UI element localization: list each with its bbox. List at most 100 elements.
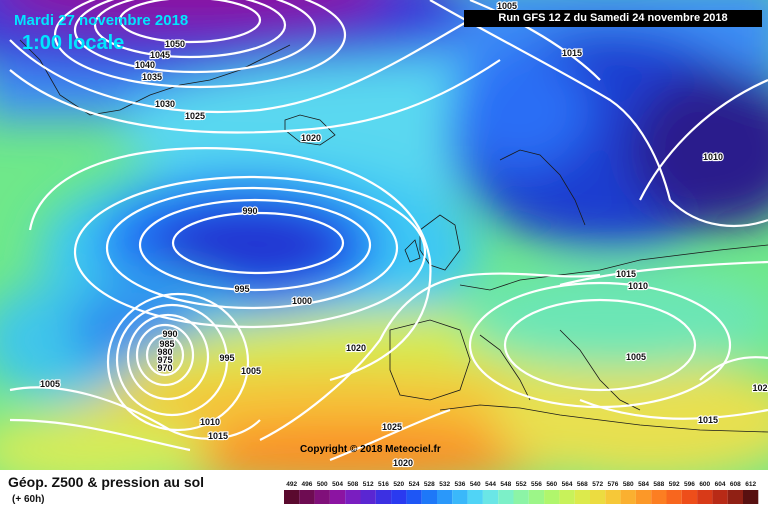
isobar-label: 1030 xyxy=(155,99,175,109)
isobar-label: 1020 xyxy=(346,343,366,353)
legend-tick-label: 516 xyxy=(378,481,389,488)
isobar-label: 1035 xyxy=(142,72,162,82)
legend-tick-label: 608 xyxy=(730,481,741,488)
legend-swatch xyxy=(329,490,346,504)
isobar-label: 1015 xyxy=(616,269,636,279)
isobar-label: 1010 xyxy=(628,281,648,291)
isobar-label: 1025 xyxy=(185,111,205,121)
legend-swatch xyxy=(421,490,437,504)
isobar-label: 1020 xyxy=(301,133,321,143)
legend-swatch xyxy=(528,490,545,504)
legend-tick-label: 592 xyxy=(669,481,680,488)
isobar-label: 1010 xyxy=(703,152,723,162)
isobar-label: 1005 xyxy=(40,379,60,389)
legend-tick-label: 524 xyxy=(409,481,420,488)
legend-tick-label: 600 xyxy=(699,481,710,488)
legend-swatch xyxy=(559,490,575,504)
legend-tick-label: 536 xyxy=(455,481,466,488)
isobar-label: 1015 xyxy=(562,48,582,58)
isobar-label: 990 xyxy=(242,206,257,216)
isobar-label: 995 xyxy=(234,284,249,294)
isobar-label: 1015 xyxy=(208,431,228,441)
isobar-label: 970 xyxy=(157,363,172,373)
isobar-label: 1025 xyxy=(382,422,402,432)
legend-swatch xyxy=(743,490,759,504)
model-run-label: Run GFS 12 Z du Samedi 24 novembre 2018 xyxy=(464,10,762,27)
legend-tick-label: 596 xyxy=(684,481,695,488)
legend-swatch xyxy=(375,490,392,504)
footer-title: Géop. Z500 & pression au sol xyxy=(8,474,205,490)
legend-tick-label: 492 xyxy=(286,481,297,488)
legend-tick-label: 552 xyxy=(516,481,527,488)
legend-swatch xyxy=(620,490,636,504)
isobar-label: 1005 xyxy=(626,352,646,362)
legend-swatch xyxy=(345,490,361,504)
legend-swatch xyxy=(635,490,652,504)
isobar-label: 1005 xyxy=(497,1,517,11)
legend-swatch xyxy=(544,490,560,504)
legend-swatch xyxy=(437,490,453,504)
forecast-time: 1:00 locale xyxy=(22,32,125,54)
legend-tick-label: 612 xyxy=(745,481,756,488)
legend-tick-label: 604 xyxy=(715,481,726,488)
legend-swatch xyxy=(299,490,315,504)
isobar-label: 1040 xyxy=(135,60,155,70)
isobar-label: 990 xyxy=(162,329,177,339)
legend-swatch xyxy=(590,490,606,504)
legend-swatch xyxy=(574,490,590,504)
legend-tick-label: 508 xyxy=(347,481,358,488)
legend-tick-label: 572 xyxy=(592,481,603,488)
legend-swatch xyxy=(666,490,682,504)
legend-tick-label: 560 xyxy=(546,481,557,488)
isobar-label: 980 xyxy=(157,347,172,357)
coastlines xyxy=(19,39,768,433)
legend-tick-label: 576 xyxy=(608,481,619,488)
legend-tick-label: 584 xyxy=(638,481,649,488)
legend-swatch xyxy=(651,490,667,504)
legend-tick-label: 540 xyxy=(470,481,481,488)
legend-swatch xyxy=(284,490,300,504)
legend-swatch xyxy=(513,490,529,504)
isobar-label: 1015 xyxy=(698,415,718,425)
color-legend: 492 496 500 504 508 512 516 520 524 528 532 536 540 5… xyxy=(284,481,759,504)
legend-swatch xyxy=(727,490,743,504)
legend-tick-label: 556 xyxy=(531,481,542,488)
legend-tick-label: 528 xyxy=(424,481,435,488)
geopotential-field xyxy=(0,0,768,470)
legend-tick-label: 496 xyxy=(302,481,313,488)
footer-subtitle: (+ 60h) xyxy=(12,494,45,505)
isobar-label: 102 xyxy=(752,383,767,393)
isobar-label: 1010 xyxy=(200,417,220,427)
legend-tick-label: 564 xyxy=(562,481,573,488)
legend-swatch xyxy=(467,490,483,504)
legend-swatch xyxy=(697,490,713,504)
isobars xyxy=(9,0,768,462)
legend-tick-label: 588 xyxy=(653,481,664,488)
copyright-text: Copyright © 2018 Meteociel.fr xyxy=(300,444,441,455)
legend-tick-label: 532 xyxy=(439,481,450,488)
isobar-label: 975 xyxy=(157,355,172,365)
isobar-label: 985 xyxy=(159,339,174,349)
forecast-date: Mardi 27 novembre 2018 xyxy=(14,12,189,29)
isobar-label: 1000 xyxy=(292,296,312,306)
isobar-label: 1045 xyxy=(150,50,170,60)
legend-tick-label: 568 xyxy=(577,481,588,488)
legend-tick-label: 548 xyxy=(500,481,511,488)
isobar-label: 1020 xyxy=(393,458,413,468)
legend-swatch xyxy=(498,490,514,504)
isobar-label: 1005 xyxy=(241,366,261,376)
legend-swatch xyxy=(314,490,330,504)
legend-tick-label: 580 xyxy=(623,481,634,488)
legend-tick-label: 504 xyxy=(332,481,343,488)
legend-swatch xyxy=(712,490,728,504)
legend-swatch xyxy=(391,490,407,504)
isobar-label: 995 xyxy=(219,353,234,363)
legend-swatch xyxy=(452,490,468,504)
legend-tick-label: 500 xyxy=(317,481,328,488)
legend-swatch xyxy=(681,490,698,504)
legend-swatch xyxy=(482,490,499,504)
legend-tick-label: 544 xyxy=(485,481,496,488)
legend-swatch xyxy=(406,490,422,504)
